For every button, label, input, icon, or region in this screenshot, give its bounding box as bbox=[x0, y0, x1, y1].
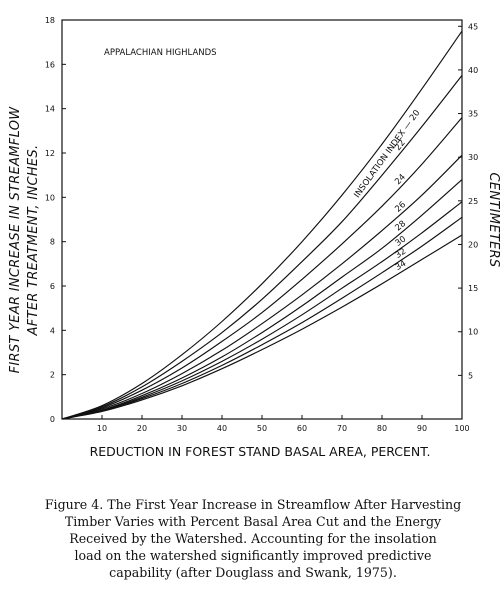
y-tick-label: 2 bbox=[50, 371, 55, 380]
caption-line: Timber Varies with Percent Basal Area Cu… bbox=[64, 514, 442, 529]
y-tick-label: 18 bbox=[45, 16, 55, 25]
curve-label-32: 32 bbox=[394, 247, 409, 261]
x-tick-label: 30 bbox=[177, 424, 187, 433]
curve-label-28: 28 bbox=[393, 219, 408, 234]
axis-ticks: 10 20 30 40 50 60 70 80 90 1000246810121416185101… bbox=[45, 16, 478, 433]
curve-insolation-34 bbox=[61, 234, 463, 420]
curve-label-24: 24 bbox=[393, 172, 408, 187]
curve-insolation-20 bbox=[61, 30, 463, 420]
y2-tick-label: 35 bbox=[468, 110, 478, 119]
region-annotation: APPALACHIAN HIGHLANDS bbox=[104, 48, 217, 58]
curve-insolation-26 bbox=[61, 154, 463, 420]
x-tick-label: 90 bbox=[417, 424, 427, 433]
y2-tick-label: 20 bbox=[468, 240, 478, 249]
x-tick-label: 70 bbox=[337, 424, 347, 433]
curve-insolation-30 bbox=[61, 201, 463, 420]
x-tick-label: 40 bbox=[217, 424, 227, 433]
caption-line: load on the watershed significantly impr… bbox=[74, 548, 432, 563]
y2-tick-label: 10 bbox=[468, 328, 478, 337]
curves bbox=[61, 30, 463, 420]
streamflow-chart: 10 20 30 40 50 60 70 80 90 1000246810121416185101… bbox=[8, 16, 501, 459]
caption-line: capability (after Douglass and Swank, 19… bbox=[109, 565, 397, 580]
y-axis-label-line1: FIRST YEAR INCREASE IN STREAMFLOW bbox=[8, 106, 23, 374]
curve-insolation-32 bbox=[61, 216, 463, 420]
y-tick-label: 6 bbox=[50, 282, 55, 291]
y2-tick-label: 15 bbox=[468, 284, 478, 293]
y-tick-label: 8 bbox=[50, 238, 55, 247]
y-tick-label: 12 bbox=[45, 149, 55, 158]
curve-label-34: 34 bbox=[394, 259, 408, 273]
caption-line: Received by the Watershed. Accounting fo… bbox=[69, 531, 437, 546]
y-tick-label: 14 bbox=[45, 105, 55, 114]
figure-caption: Figure 4. The First Year Increase in Str… bbox=[20, 496, 486, 581]
curve-insolation-28 bbox=[61, 179, 463, 420]
curve-insolation-22 bbox=[61, 75, 463, 420]
y-tick-label: 10 bbox=[45, 193, 55, 202]
curve-label-20: INSOLATION INDEX — 20 bbox=[352, 108, 422, 200]
y-tick-label: 0 bbox=[50, 415, 55, 424]
y2-axis-label: CENTIMETERS bbox=[486, 173, 501, 268]
curve-insolation-24 bbox=[61, 117, 463, 420]
y-tick-label: 4 bbox=[50, 326, 55, 335]
y2-tick-label: 30 bbox=[468, 153, 478, 162]
x-tick-label: 50 bbox=[257, 424, 267, 433]
x-tick-label: 10 bbox=[97, 424, 107, 433]
x-tick-label: 80 bbox=[377, 424, 387, 433]
x-tick-label: 20 bbox=[137, 424, 147, 433]
y2-tick-label: 25 bbox=[468, 197, 478, 206]
x-axis-label: REDUCTION IN FOREST STAND BASAL AREA, PE… bbox=[90, 444, 431, 459]
caption-line: Figure 4. The First Year Increase in Str… bbox=[44, 497, 462, 512]
y2-tick-label: 5 bbox=[468, 371, 473, 380]
x-tick-label: 100 bbox=[454, 424, 469, 433]
y-tick-label: 16 bbox=[45, 60, 55, 69]
y-axis-label-line2: AFTER TREATMENT, INCHES. bbox=[26, 145, 41, 337]
curve-label-26: 26 bbox=[393, 200, 408, 215]
x-tick-label: 60 bbox=[297, 424, 307, 433]
y2-tick-label: 40 bbox=[468, 66, 478, 75]
y2-tick-label: 45 bbox=[468, 22, 478, 31]
